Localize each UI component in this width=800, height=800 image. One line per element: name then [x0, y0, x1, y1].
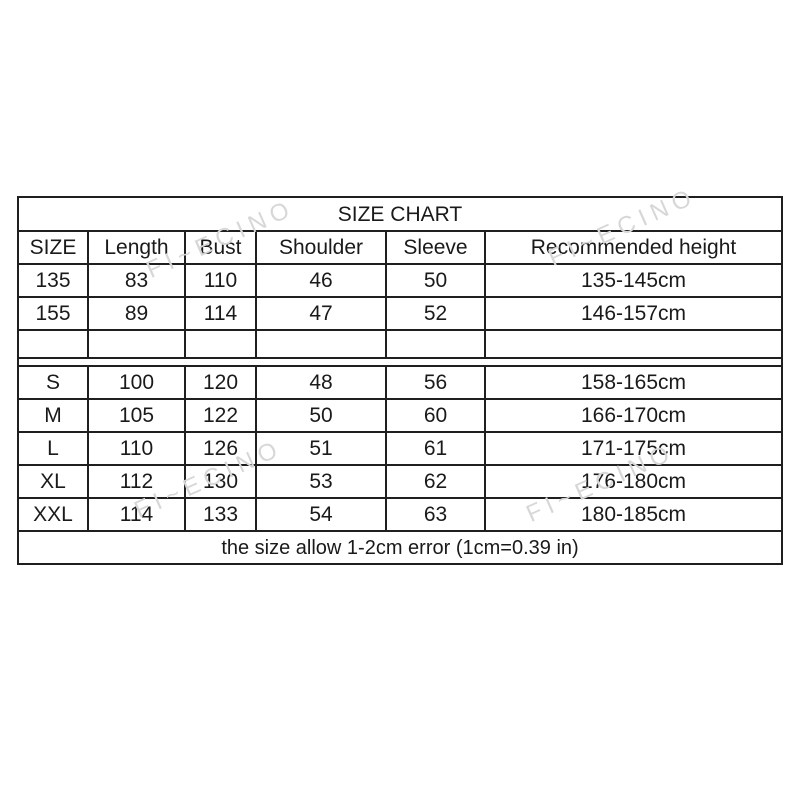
- table-body: 135 83 110 46 50 135-145cm 155 89 114 47 52 146-157…: [19, 265, 781, 532]
- column-header: SIZE: [19, 232, 89, 263]
- table-cell: 135-145cm: [580, 269, 687, 292]
- table-cell: [387, 331, 486, 357]
- table-cell: 112: [89, 466, 186, 497]
- table-cell: 114: [89, 499, 186, 530]
- table-cell: 47: [257, 298, 387, 329]
- table-cell: 50: [257, 400, 387, 431]
- table-cell: [257, 331, 387, 357]
- table-cell: 135: [19, 265, 89, 296]
- column-header: Sleeve: [387, 232, 486, 263]
- column-header: Bust: [186, 232, 257, 263]
- table-cell: 171-175cm: [580, 437, 687, 460]
- table-cell: XL: [19, 466, 89, 497]
- table-cell: 60: [387, 400, 486, 431]
- table-cell: 62: [387, 466, 486, 497]
- table-cell: 54: [257, 499, 387, 530]
- table-cell: 83: [89, 265, 186, 296]
- table-cell: [186, 331, 257, 357]
- table-cell: 89: [89, 298, 186, 329]
- table-row: XXL 114 133 54 63 180-185cm: [19, 499, 781, 532]
- table-cell: L: [19, 433, 89, 464]
- section-gap: [19, 359, 781, 367]
- table-cell: 52: [387, 298, 486, 329]
- table-cell: 105: [89, 400, 186, 431]
- table-cell: 155: [19, 298, 89, 329]
- column-header: Length: [89, 232, 186, 263]
- table-cell: 180-185cm: [580, 503, 687, 526]
- header-row: SIZE Length Bust Shoulder Sleeve Recommended …: [19, 232, 781, 265]
- table-cell: 176-180cm: [580, 470, 687, 493]
- table-cell: 53: [257, 466, 387, 497]
- table-cell: 126: [186, 433, 257, 464]
- table-cell: 46: [257, 265, 387, 296]
- table-row: S 100 120 48 56 158-165cm: [19, 367, 781, 400]
- footer-row: the size allow 1-2cm error (1cm=0.39 in): [19, 532, 781, 563]
- table-cell: S: [19, 367, 89, 398]
- table-cell: [89, 331, 186, 357]
- table-cell: 120: [186, 367, 257, 398]
- table-cell: 110: [89, 433, 186, 464]
- table-row: 135 83 110 46 50 135-145cm: [19, 265, 781, 298]
- column-header: Recommended height: [530, 236, 737, 259]
- table-cell: 50: [387, 265, 486, 296]
- table-cell: 166-170cm: [580, 404, 687, 427]
- table-cell: 48: [257, 367, 387, 398]
- table-cell: 146-157cm: [580, 302, 687, 325]
- table-cell: M: [19, 400, 89, 431]
- size-chart-table: SIZE CHART SIZE Length Bust Shoulder Sleeve R…: [17, 196, 783, 565]
- table-row: [19, 331, 781, 359]
- footer-note: the size allow 1-2cm error (1cm=0.39 in): [221, 536, 579, 559]
- table-row: XL 112 130 53 62 176-180cm: [19, 466, 781, 499]
- table-cell: 130: [186, 466, 257, 497]
- table-cell: 61: [387, 433, 486, 464]
- table-cell: 114: [186, 298, 257, 329]
- table-row: 155 89 114 47 52 146-157cm: [19, 298, 781, 331]
- table-cell: [486, 331, 781, 357]
- table-cell: 133: [186, 499, 257, 530]
- table-cell: 158-165cm: [580, 371, 687, 394]
- column-header: Shoulder: [257, 232, 387, 263]
- table-cell: 56: [387, 367, 486, 398]
- table-title-row: SIZE CHART: [19, 198, 781, 232]
- table-cell: 51: [257, 433, 387, 464]
- table-cell: 63: [387, 499, 486, 530]
- table-cell: 100: [89, 367, 186, 398]
- table-cell: XXL: [19, 499, 89, 530]
- table-row: L 110 126 51 61 171-175cm: [19, 433, 781, 466]
- table-row: M 105 122 50 60 166-170cm: [19, 400, 781, 433]
- table-cell: 122: [186, 400, 257, 431]
- table-cell: [19, 331, 89, 357]
- table-title: SIZE CHART: [337, 202, 463, 226]
- table-cell: 110: [186, 265, 257, 296]
